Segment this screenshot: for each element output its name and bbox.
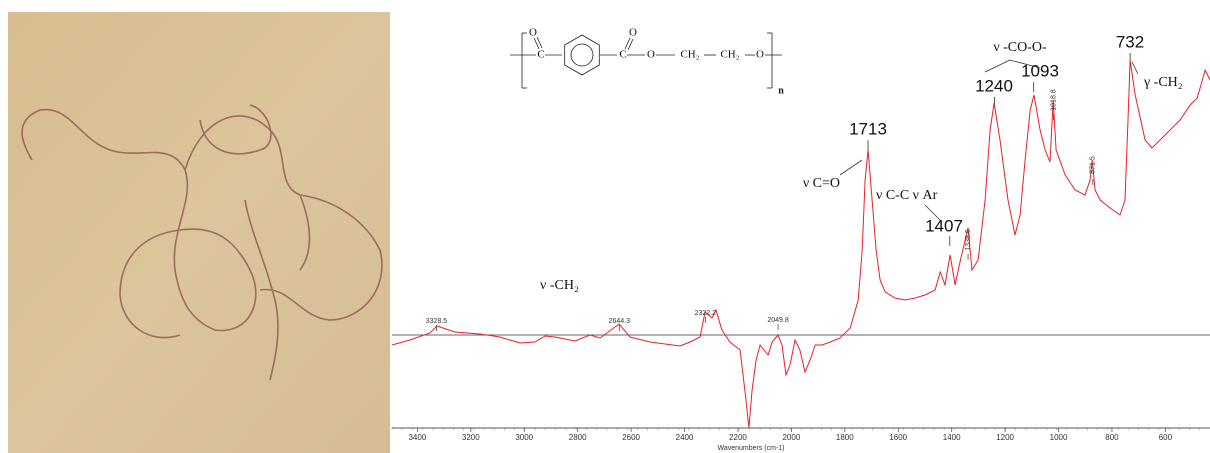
structure-label: O (756, 49, 764, 61)
peak-label: 732 (1116, 32, 1144, 51)
spectrum: 3400 3200 3000 2800 2600 2400 2200 2000 1800 1600… (391, 27, 1210, 452)
x-tick-label: 2400 (676, 433, 694, 442)
peak-label: 1713 (849, 119, 887, 138)
peak-label: 2049.8 (767, 317, 789, 324)
group-label: ν C-C ν Ar (876, 188, 938, 203)
structure-label: CH₂ (720, 49, 739, 61)
peak-label: 1407 (925, 216, 963, 235)
peak-label: 1240 (975, 76, 1013, 95)
structure-label: C (619, 49, 626, 61)
group-label: ν -CH₂ (540, 278, 579, 293)
connector (924, 204, 941, 221)
group-label: ν C=O (803, 176, 840, 191)
structure-label: O (529, 27, 537, 39)
structure-label: O (647, 49, 655, 61)
spectrum-line (391, 59, 1210, 429)
bond (624, 37, 631, 50)
peak-label: 3328.5 (426, 318, 448, 325)
x-tick-label: 3000 (515, 433, 533, 442)
structure-label: C (537, 49, 544, 61)
connector (1009, 59, 1041, 69)
chemical-structure (510, 32, 782, 89)
x-tick-label: 2200 (729, 433, 747, 442)
x-tick-label: 2800 (569, 433, 587, 442)
peak-label: 1338.6 (965, 229, 972, 251)
peak-label: 2644.3 (609, 318, 631, 325)
group-label: ν -CO-O- (993, 40, 1047, 55)
x-tick-label: 3200 (462, 433, 480, 442)
peak-label: 1018.8 (1050, 89, 1057, 111)
peak-label: 2322.2 (695, 310, 717, 317)
x-tick-label: 2600 (622, 433, 640, 442)
peak-label: 871.5 (1090, 156, 1097, 174)
structure-label: n (778, 85, 784, 96)
bond (627, 38, 634, 51)
connector (984, 59, 1011, 73)
x-tick-label: 3400 (408, 433, 426, 442)
x-axis-label: Wavenumbers (cm-1) (717, 445, 784, 452)
benzene-ring (564, 34, 600, 76)
connector (839, 159, 863, 176)
photo-background (8, 12, 390, 453)
structure-label: O (629, 27, 637, 39)
x-tick-label: 600 (1159, 433, 1173, 442)
bond (533, 37, 540, 50)
fiber (21, 104, 383, 381)
bond (536, 36, 543, 49)
x-tick-label: 1200 (996, 433, 1014, 442)
x-tick-label: 1600 (889, 433, 907, 442)
x-tick-label: 2000 (782, 433, 800, 442)
x-tick-label: 1400 (943, 433, 961, 442)
x-tick-label: 1800 (836, 433, 854, 442)
benzene-circle (570, 43, 594, 67)
photo (8, 12, 390, 453)
peak-label: 1093 (1021, 61, 1059, 80)
connector (1131, 61, 1139, 75)
group-label: γ -CH₂ (1143, 75, 1183, 90)
x-tick-label: 1000 (1050, 433, 1068, 442)
structure-label: CH₂ (680, 49, 699, 61)
x-tick-label: 800 (1105, 433, 1119, 442)
